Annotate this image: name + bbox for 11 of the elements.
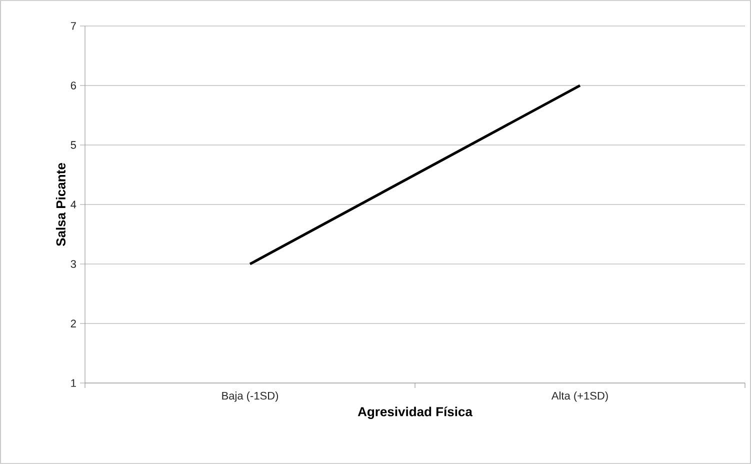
y-tick-label: 7: [70, 22, 76, 30]
x-axis-title: Agresividad Física: [358, 406, 473, 419]
y-tick-label: 6: [70, 82, 76, 90]
y-tick-label: 3: [70, 260, 76, 268]
y-tick-label: 4: [70, 200, 76, 208]
y-tick-label: 2: [70, 320, 76, 328]
x-tick-label: Alta (+1SD): [551, 392, 608, 402]
y-tick-label: 1: [71, 379, 76, 387]
y-axis-title: Salsa Picante: [56, 163, 66, 246]
x-tick-label: Baja (-1SD): [222, 392, 278, 402]
y-tick-label: 5: [70, 141, 76, 149]
